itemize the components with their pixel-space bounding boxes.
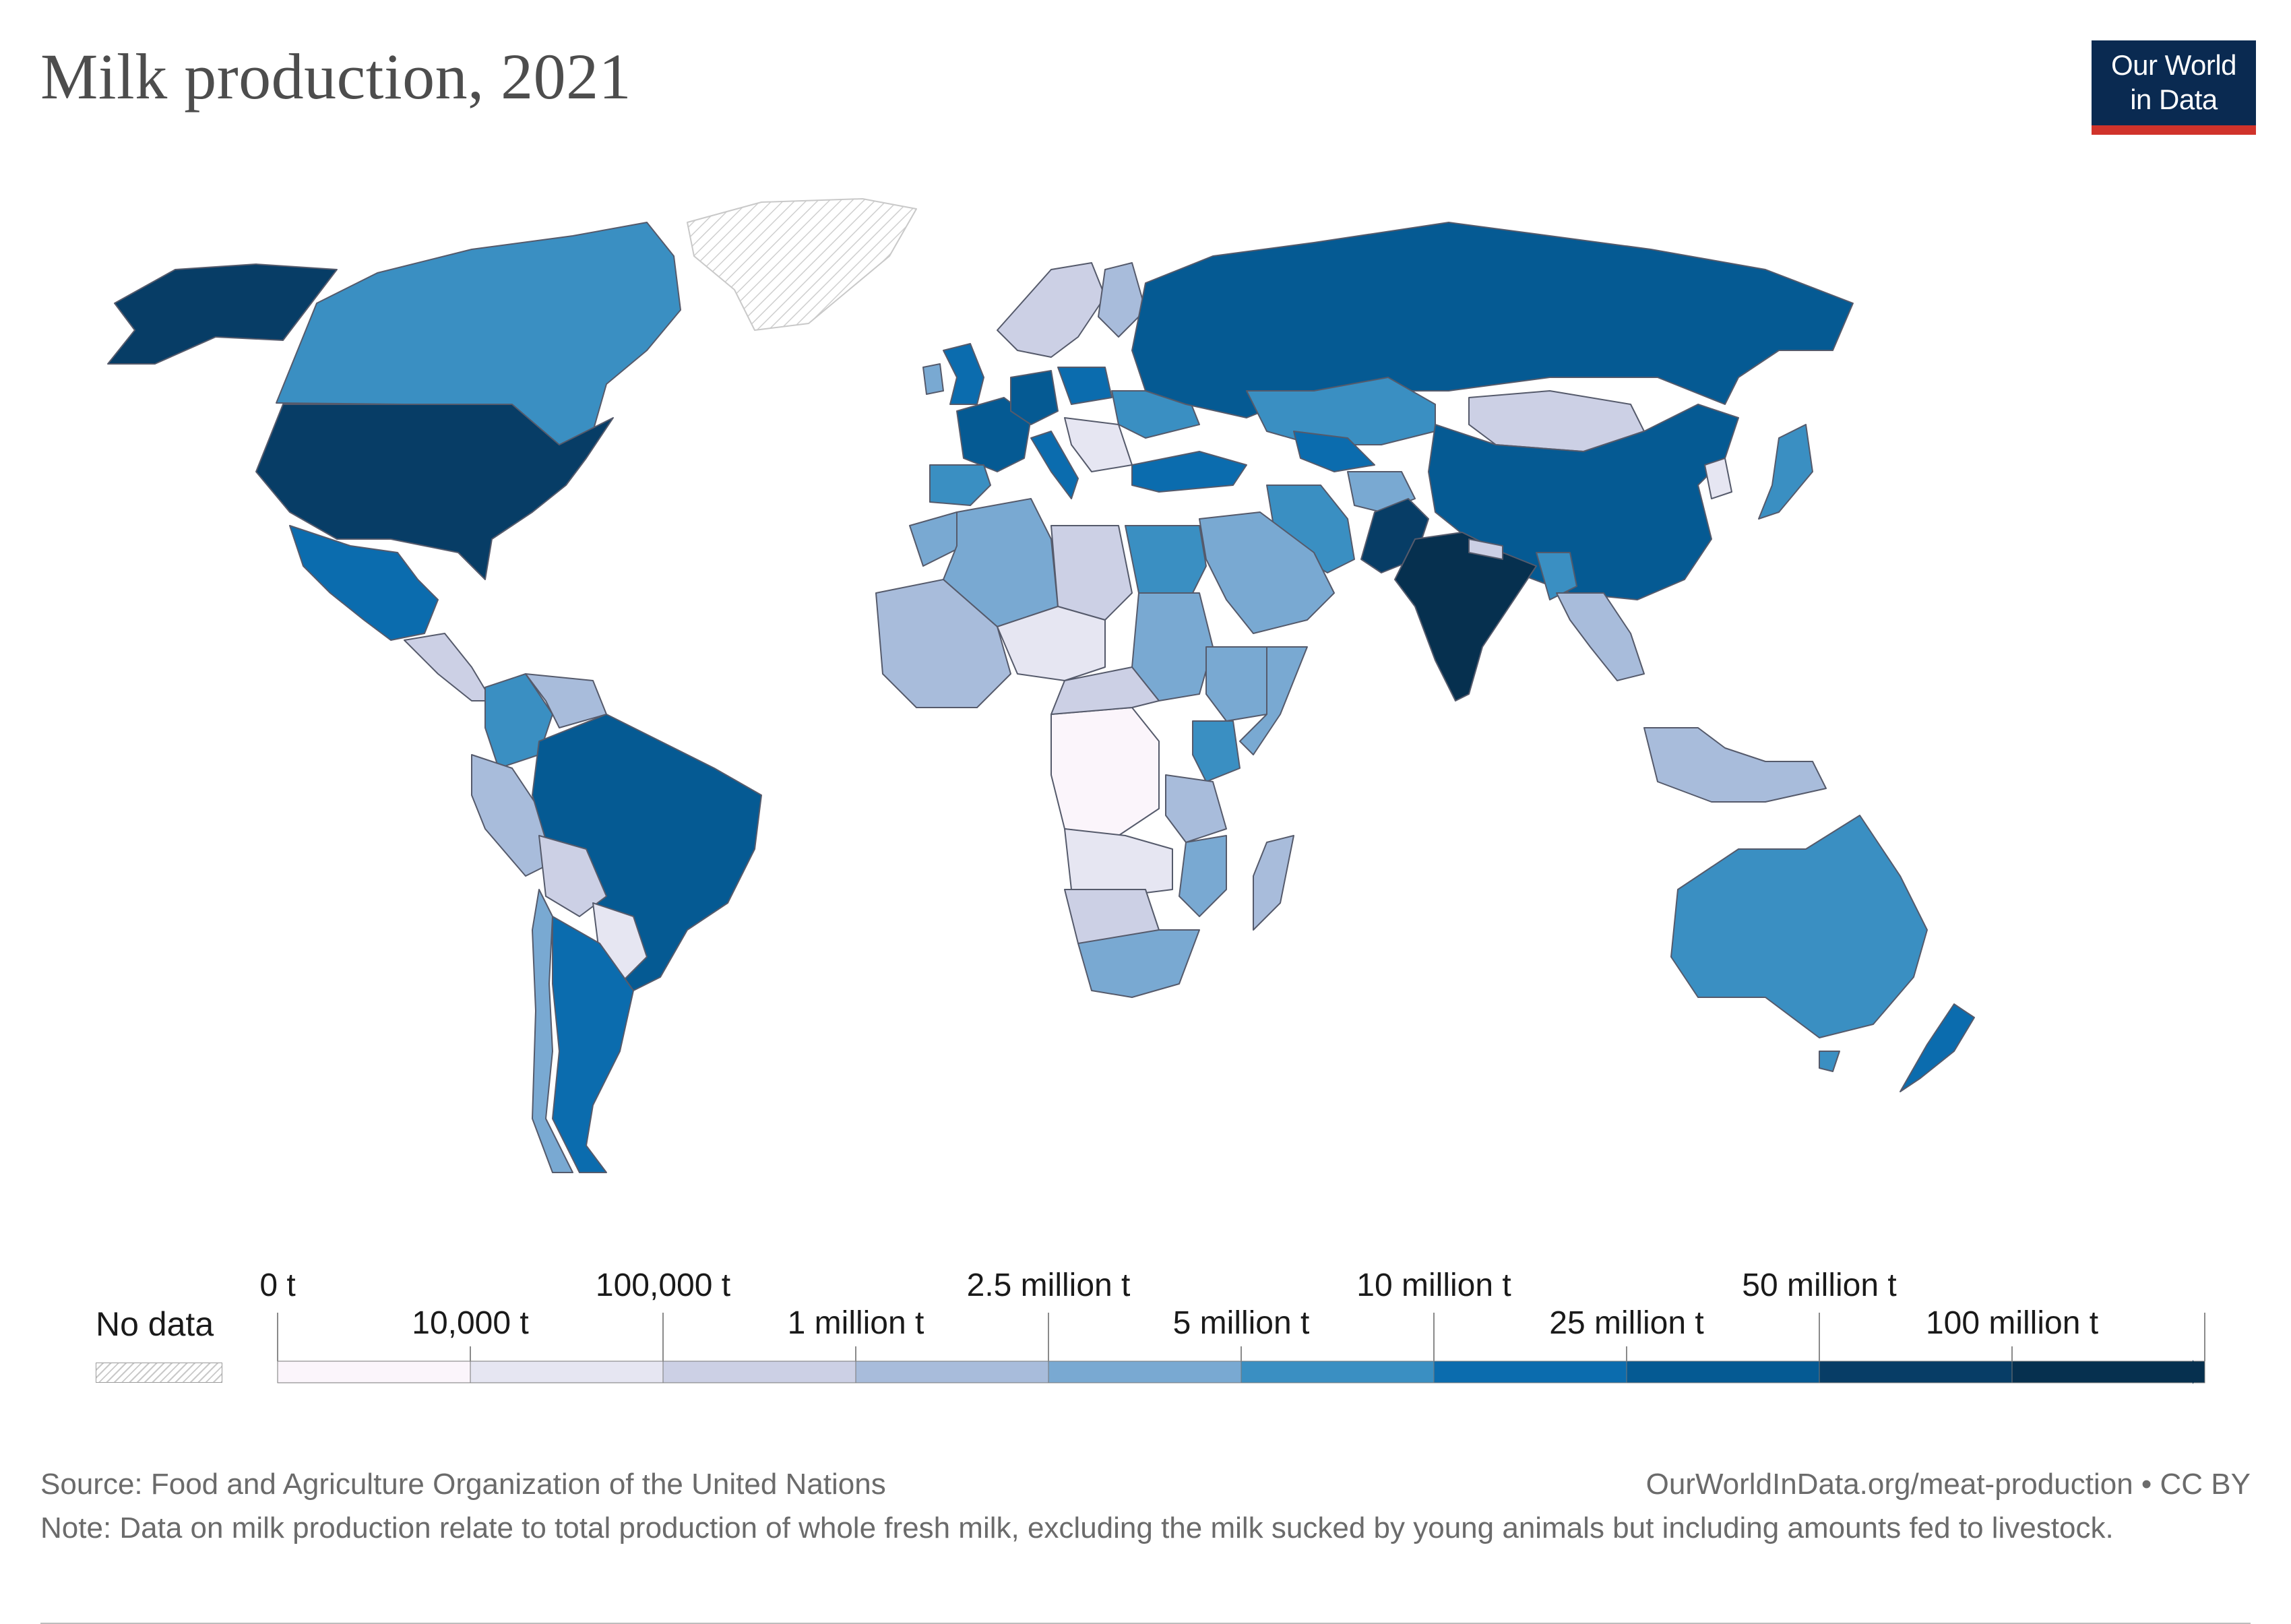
country-norway-sweden[interactable] (997, 262, 1106, 358)
country-italy[interactable] (1030, 431, 1079, 499)
country-australia[interactable] (1670, 815, 1928, 1038)
legend-label-25m: 25 million t (1549, 1305, 1704, 1341)
legend-no-data-swatch (96, 1363, 222, 1383)
legend-bin-6[interactable] (1433, 1361, 1627, 1383)
country-greenland[interactable] (687, 198, 917, 331)
country-finland[interactable] (1098, 262, 1146, 338)
country-se-asia[interactable] (1556, 592, 1645, 681)
country-somalia[interactable] (1239, 646, 1308, 755)
source-text: Source: Food and Agriculture Organizatio… (40, 1468, 886, 1501)
legend-label-10k: 10,000 t (412, 1305, 529, 1341)
country-indonesia[interactable] (1643, 727, 1827, 803)
source-url-link[interactable]: OurWorldInData.org/meat-production • CC … (1645, 1468, 2251, 1501)
owid-logo[interactable]: Our World in Data (2092, 40, 2256, 135)
country-south-africa[interactable] (1077, 929, 1200, 998)
country-spain[interactable] (929, 464, 991, 506)
legend-bin-2[interactable] (662, 1361, 856, 1383)
legend-bin-4[interactable] (1048, 1361, 1242, 1383)
country-india[interactable] (1394, 532, 1537, 701)
country-turkey[interactable] (1131, 451, 1247, 493)
country-japan[interactable] (1758, 424, 1813, 520)
country-france[interactable] (956, 397, 1032, 472)
country-china[interactable] (1428, 404, 1739, 600)
country-angola-zambia[interactable] (1064, 828, 1173, 897)
country-peru[interactable] (471, 754, 553, 877)
legend-bin-9[interactable] (2011, 1361, 2205, 1383)
legend-label-1m: 1 million t (787, 1305, 924, 1341)
legend-label-0: 0 t (259, 1268, 296, 1303)
legend-colorbar (277, 1313, 2205, 1384)
country-bangladesh-myanmar[interactable] (1536, 552, 1577, 600)
country-balkans[interactable] (1064, 417, 1133, 472)
legend-label-50m: 50 million t (1742, 1268, 1897, 1303)
country-egypt[interactable] (1125, 525, 1207, 594)
legend-bin-1[interactable] (470, 1361, 664, 1383)
logo-line-1: Our World (2110, 49, 2237, 81)
country-west-africa[interactable] (875, 579, 1011, 708)
legend-bin-7[interactable] (1626, 1361, 1820, 1383)
note-text: Note: Data on milk production relate to … (40, 1511, 2114, 1544)
country-central-africa[interactable] (1050, 666, 1160, 715)
country-uzbekistan[interactable] (1293, 431, 1375, 472)
country-drc[interactable] (1050, 707, 1160, 836)
country-chile[interactable] (532, 889, 573, 1173)
country-chad-niger[interactable] (997, 606, 1106, 681)
legend-arrow (2193, 1360, 2201, 1384)
country-kenya[interactable] (1192, 720, 1241, 782)
country-uk[interactable] (943, 343, 984, 405)
country-russia[interactable] (1131, 222, 1854, 418)
country-madagascar[interactable] (1253, 835, 1294, 931)
legend-label-100m: 100 million t (1925, 1305, 2099, 1341)
logo-line-2: in Data (2130, 84, 2218, 115)
country-central-america[interactable] (404, 633, 493, 701)
country-germany[interactable] (1010, 370, 1059, 425)
legend-label-2-5m: 2.5 million t (966, 1268, 1131, 1303)
country-mozambique[interactable] (1179, 835, 1227, 917)
country-usa[interactable] (255, 404, 614, 580)
country-nepal[interactable] (1468, 538, 1503, 560)
country-new-zealand[interactable] (1900, 1003, 1975, 1092)
legend-no-data-label: No data (96, 1305, 214, 1343)
country-argentina[interactable] (552, 916, 634, 1173)
country-ireland[interactable] (922, 363, 944, 395)
legend-bin-8[interactable] (1819, 1361, 2013, 1383)
legend-label-5m: 5 million t (1172, 1305, 1310, 1341)
country-arabia[interactable] (1199, 511, 1335, 634)
country-tasmania[interactable] (1819, 1051, 1840, 1072)
legend-label-10m: 10 million t (1356, 1268, 1511, 1303)
legend-bin-0[interactable] (277, 1361, 471, 1383)
country-libya[interactable] (1050, 525, 1133, 621)
legend-bin-5[interactable] (1241, 1361, 1435, 1383)
country-venezuela[interactable] (525, 673, 607, 728)
country-korea[interactable] (1704, 458, 1732, 499)
legend-label-100k: 100,000 t (595, 1268, 731, 1303)
country-tanzania[interactable] (1165, 774, 1227, 843)
legend-bin-3[interactable] (855, 1361, 1049, 1383)
chart-title: Milk production, 2021 (40, 40, 632, 113)
country-usa-alaska[interactable] (107, 263, 338, 365)
country-poland[interactable] (1057, 367, 1112, 405)
country-mexico[interactable] (289, 525, 439, 641)
